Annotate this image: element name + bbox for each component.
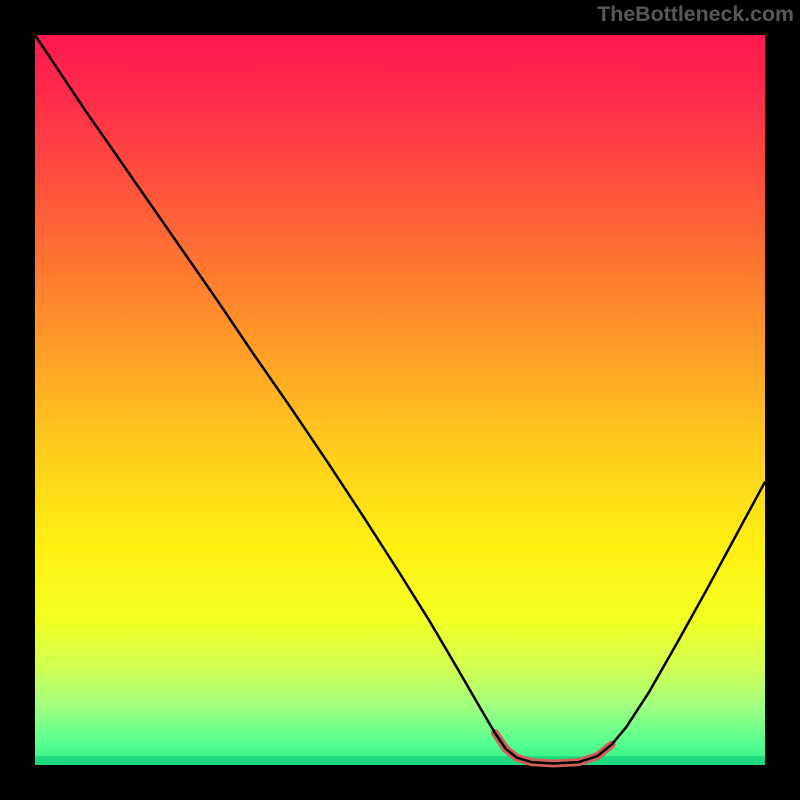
bottleneck-chart xyxy=(0,0,800,800)
chart-frame: { "watermark": { "text": "TheBottleneck.… xyxy=(0,0,800,800)
bottom-band xyxy=(35,756,765,765)
plot-background xyxy=(35,35,765,765)
